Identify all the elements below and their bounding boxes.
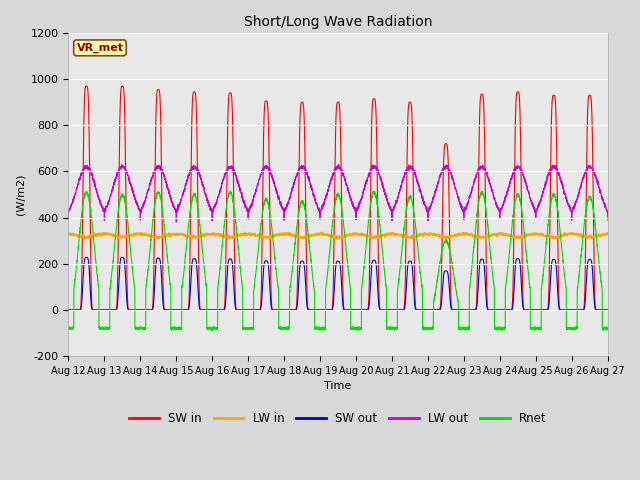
SW out <box>438 288 446 294</box>
Y-axis label: (W/m2): (W/m2) <box>15 174 25 215</box>
X-axis label: Time: Time <box>324 382 351 391</box>
SW in <box>65 307 72 313</box>
LW out <box>246 206 253 212</box>
Rnet <box>130 276 138 282</box>
Line: SW out: SW out <box>68 257 608 310</box>
SW out <box>604 307 612 313</box>
LW in <box>325 233 333 239</box>
Title: Short/Long Wave Radiation: Short/Long Wave Radiation <box>244 15 432 29</box>
Line: LW out: LW out <box>68 165 608 222</box>
Rnet <box>498 327 506 333</box>
LW out <box>325 184 333 190</box>
SW in <box>604 307 612 313</box>
SW out <box>65 307 72 313</box>
SW in <box>122 177 129 182</box>
LW out <box>130 191 138 196</box>
Rnet <box>438 247 446 252</box>
LW in <box>482 233 490 239</box>
SW in <box>130 307 138 313</box>
SW out <box>325 307 333 313</box>
SW out <box>122 276 129 282</box>
SW out <box>83 254 90 260</box>
Line: Rnet: Rnet <box>68 191 608 330</box>
SW out <box>130 307 138 313</box>
Line: SW in: SW in <box>68 86 608 310</box>
LW in <box>246 232 253 238</box>
SW in <box>438 226 446 232</box>
SW out <box>246 307 253 313</box>
Legend: SW in, LW in, SW out, LW out, Rnet: SW in, LW in, SW out, LW out, Rnet <box>125 407 551 430</box>
SW in <box>83 83 90 89</box>
Rnet <box>65 325 72 331</box>
SW out <box>481 280 489 286</box>
Rnet <box>481 202 489 207</box>
LW out <box>604 217 612 223</box>
Rnet <box>371 188 378 194</box>
LW out <box>65 217 72 223</box>
LW in <box>604 231 612 237</box>
LW out <box>482 168 490 173</box>
LW in <box>335 236 342 242</box>
Rnet <box>246 326 253 332</box>
LW out <box>438 168 446 174</box>
LW out <box>172 219 180 225</box>
Rnet <box>604 325 612 331</box>
Rnet <box>122 203 129 208</box>
Rnet <box>324 261 332 266</box>
SW in <box>481 192 489 197</box>
LW in <box>241 229 248 235</box>
LW in <box>438 234 446 240</box>
LW in <box>122 234 129 240</box>
SW in <box>246 307 253 313</box>
LW in <box>130 233 138 239</box>
LW in <box>65 231 72 237</box>
Line: LW in: LW in <box>68 232 608 239</box>
LW out <box>122 167 129 173</box>
Text: VR_met: VR_met <box>77 43 124 53</box>
SW in <box>325 307 333 313</box>
LW out <box>335 162 342 168</box>
